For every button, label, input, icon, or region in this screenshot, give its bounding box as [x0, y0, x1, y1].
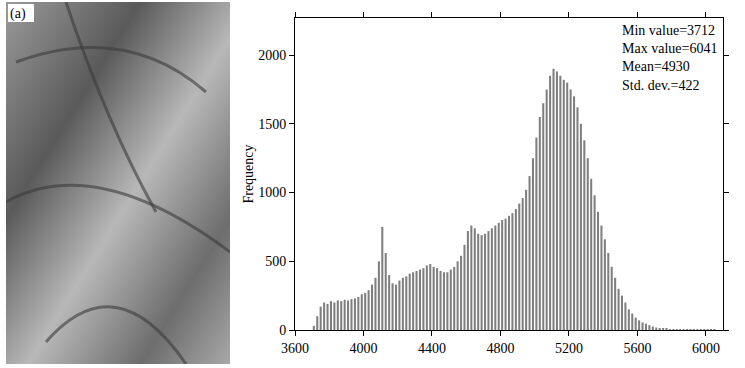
svg-text:1000: 1000 [258, 185, 286, 200]
svg-text:4000: 4000 [349, 341, 377, 356]
svg-text:Frequency: Frequency [241, 144, 256, 203]
svg-text:0: 0 [279, 323, 286, 338]
svg-text:6000: 6000 [692, 341, 720, 356]
svg-text:3600: 3600 [281, 341, 309, 356]
svg-text:4800: 4800 [486, 341, 514, 356]
svg-text:500: 500 [265, 254, 286, 269]
svg-text:5200: 5200 [555, 341, 583, 356]
svg-text:1500: 1500 [258, 117, 286, 132]
svg-text:2000: 2000 [258, 48, 286, 63]
svg-text:5600: 5600 [623, 341, 651, 356]
svg-text:Min value=3712Max value=6041Me: Min value=3712Max value=6041Mean=4930Std… [622, 23, 717, 93]
svg-text:(a): (a) [10, 6, 26, 22]
svg-text:4400: 4400 [418, 341, 446, 356]
